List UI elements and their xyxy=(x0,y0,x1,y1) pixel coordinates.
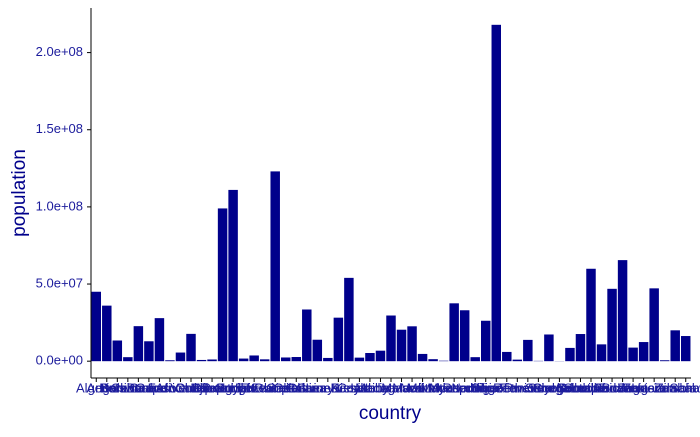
bar xyxy=(586,269,595,361)
bar xyxy=(681,336,690,361)
x-axis-title: country xyxy=(359,403,422,424)
bar xyxy=(313,340,322,361)
bar xyxy=(418,354,427,361)
bar xyxy=(334,318,343,362)
y-tick-label: 0.0e+00 xyxy=(36,353,83,368)
bar xyxy=(513,360,522,362)
bar xyxy=(460,310,469,361)
bar xyxy=(407,326,416,361)
bar xyxy=(470,357,479,361)
bar xyxy=(365,353,374,361)
bar xyxy=(649,288,658,361)
bar xyxy=(576,334,585,361)
bar xyxy=(670,330,679,361)
bar xyxy=(660,360,669,361)
bar xyxy=(260,359,269,361)
bar xyxy=(386,316,395,362)
bar xyxy=(607,289,616,361)
bar xyxy=(123,357,132,361)
bar xyxy=(565,348,574,361)
bar xyxy=(92,292,101,361)
bar xyxy=(344,278,353,361)
bar xyxy=(492,25,501,361)
bar xyxy=(228,190,237,361)
bar xyxy=(239,359,248,362)
bar xyxy=(292,357,301,361)
y-tick-label: 5.0e+07 xyxy=(36,275,83,290)
bar xyxy=(102,306,111,362)
bar xyxy=(618,260,627,361)
y-axis-title: population xyxy=(9,149,30,237)
bar xyxy=(481,321,490,361)
bar xyxy=(323,358,332,361)
bar xyxy=(144,341,153,361)
bar xyxy=(544,334,553,361)
y-tick-label: 2.0e+08 xyxy=(36,44,83,59)
bar xyxy=(502,352,511,361)
x-tick-label: Zimbabwe xyxy=(656,380,700,395)
bar xyxy=(428,359,437,361)
bar xyxy=(207,359,216,361)
bar xyxy=(597,344,606,361)
bar xyxy=(523,340,532,361)
bar xyxy=(197,360,206,361)
bar xyxy=(449,303,458,361)
bar xyxy=(270,171,279,361)
bar xyxy=(355,358,364,362)
bar xyxy=(165,360,174,361)
bar xyxy=(186,334,195,361)
bar xyxy=(113,341,122,362)
bar xyxy=(639,342,648,361)
bar xyxy=(628,348,637,362)
y-tick-label: 1.0e+08 xyxy=(36,198,83,213)
bar xyxy=(134,326,143,361)
bar xyxy=(281,357,290,361)
bar xyxy=(218,208,227,361)
y-tick-label: 1.5e+08 xyxy=(36,121,83,136)
bar xyxy=(155,318,164,361)
bar xyxy=(397,330,406,361)
bar xyxy=(176,353,185,362)
bar xyxy=(249,355,258,361)
bar xyxy=(302,309,311,361)
bar xyxy=(376,351,385,361)
